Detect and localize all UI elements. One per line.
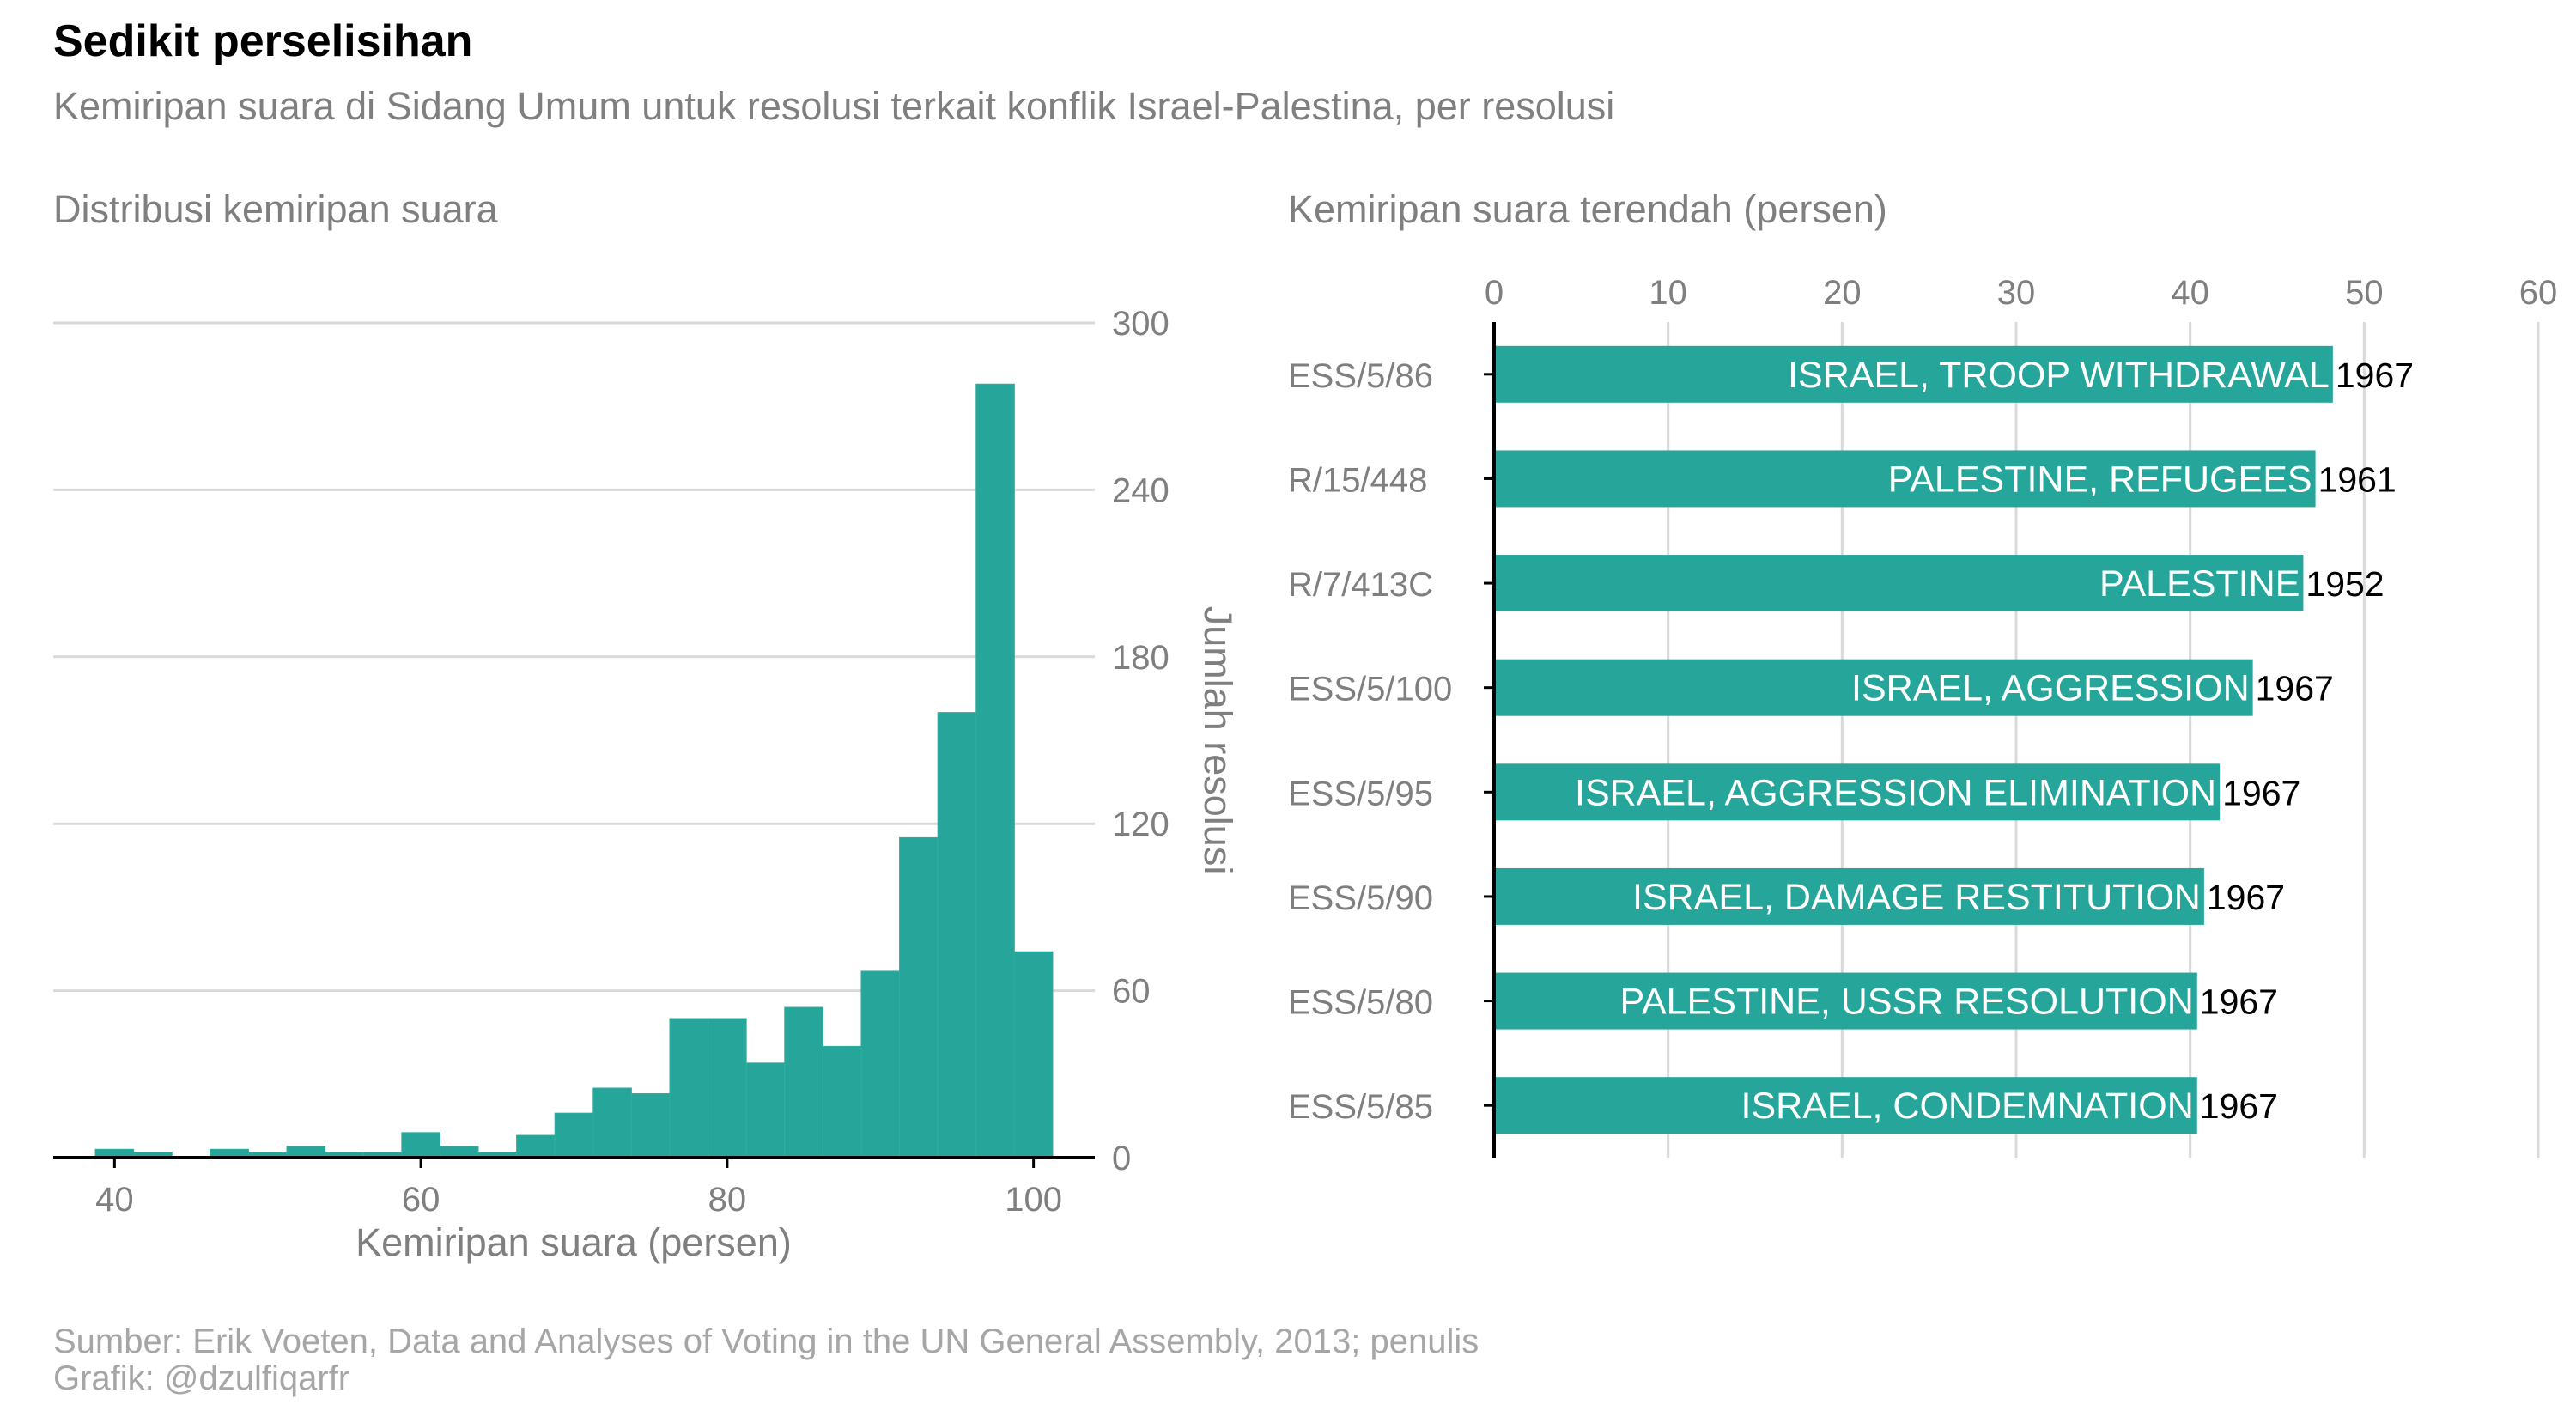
histogram-x-axis-title: Kemiripan suara (persen) [355,1220,792,1264]
histogram-x-tick-label: 80 [708,1181,747,1219]
histogram-bar [975,383,1015,1159]
histogram-y-tick-label: 0 [1112,1140,1131,1177]
histogram-bar [937,712,977,1159]
bar-category-label: ESS/5/90 [1288,879,1433,917]
bar-category-label: R/15/448 [1288,461,1427,499]
bar [1494,763,2221,821]
histogram-bar [1013,951,1054,1159]
histogram-x-tick-label: 40 [95,1181,134,1219]
bar-year-label: 1967 [2200,1086,2278,1126]
chart-subtitle: Kemiripan suara di Sidang Umum untuk res… [53,84,1615,128]
bar-category-label: ESS/5/85 [1288,1088,1433,1126]
histogram-y-tick-label: 60 [1112,973,1151,1011]
bar [1494,555,2304,612]
bar-x-tick-label: 10 [1649,274,1687,312]
bar-category-label: ESS/5/80 [1288,984,1433,1022]
bar-inner-label: ISRAEL, AGGRESSION [1851,668,2250,709]
bar-x-tick-label: 30 [1997,274,2036,312]
histogram-y-tick-label: 300 [1112,305,1170,343]
bar-inner-label: ISRAEL, AGGRESSION ELIMINATION [1575,772,2216,813]
histogram-y-tick-label: 120 [1112,806,1170,843]
bar-inner-label: PALESTINE, REFUGEES [1888,459,2312,500]
bar-inner-label: ISRAEL, CONDEMNATION [1741,1086,2194,1127]
bar-category-label: ESS/5/86 [1288,357,1433,395]
source-note: Sumber: Erik Voeten, Data and Analyses o… [53,1323,1479,1360]
histogram-y-axis-title: Jumlah resolusi [1196,606,1240,875]
bar-year-label: 1967 [2222,773,2300,812]
bar-year-label: 1967 [2200,982,2278,1022]
histogram-bar [860,970,901,1159]
histogram-bar [899,836,939,1159]
bar [1494,972,2197,1030]
histogram-bar [745,1062,786,1159]
histogram-bar [708,1018,747,1159]
bar [1494,450,2316,508]
histogram-bar [554,1112,594,1159]
bar [1494,867,2204,925]
bar-x-tick-label: 20 [1823,274,1862,312]
bar-panel-title: Kemiripan suara terendah (persen) [1288,187,1887,231]
histogram-bar [592,1087,632,1159]
bar-x-tick-label: 60 [2519,274,2558,312]
bar-category-label: R/7/413C [1288,566,1433,604]
bar-x-tick-label: 0 [1485,274,1504,312]
chart-title: Sedikit perselisihan [53,16,473,66]
bar [1494,345,2333,403]
bar-year-label: 1952 [2306,564,2384,604]
bar-year-label: 1967 [2256,669,2334,708]
bar [1494,1077,2197,1134]
bar-category-label: ESS/5/100 [1288,671,1452,708]
bar-category-label: ESS/5/95 [1288,775,1433,812]
bar-inner-label: ISRAEL, TROOP WITHDRAWAL [1788,355,2330,396]
bar-x-tick-label: 50 [2345,274,2384,312]
bar [1494,659,2253,716]
bar-year-label: 1961 [2318,459,2397,499]
bar-inner-label: ISRAEL, DAMAGE RESTITUTION [1632,877,2201,918]
histogram-panel-title: Distribusi kemiripan suara [53,187,498,231]
histogram-bar [784,1006,823,1159]
histogram-x-tick-label: 60 [402,1181,440,1219]
histogram-bar [401,1132,440,1159]
histogram-chart: 0 60 120 180 240 300 40 60 80 100 Kemiripan suara … [53,305,1240,1264]
histogram-bar [630,1092,671,1159]
histogram-x-tick-label: 100 [1005,1181,1062,1219]
histogram-bar [669,1018,709,1159]
bar-year-label: 1967 [2207,878,2285,917]
histogram-bar [822,1045,862,1159]
histogram-y-tick-label: 180 [1112,639,1170,677]
histogram-bar [516,1134,556,1159]
bar-inner-label: PALESTINE [2099,563,2300,605]
bar-year-label: 1967 [2336,356,2414,395]
bar-x-tick-label: 40 [2171,274,2209,312]
histogram-y-tick-label: 240 [1112,471,1170,509]
bar-inner-label: PALESTINE, USSR RESOLUTION [1620,982,2194,1023]
credit-note: Grafik: @dzulfiqarfr [53,1359,350,1397]
